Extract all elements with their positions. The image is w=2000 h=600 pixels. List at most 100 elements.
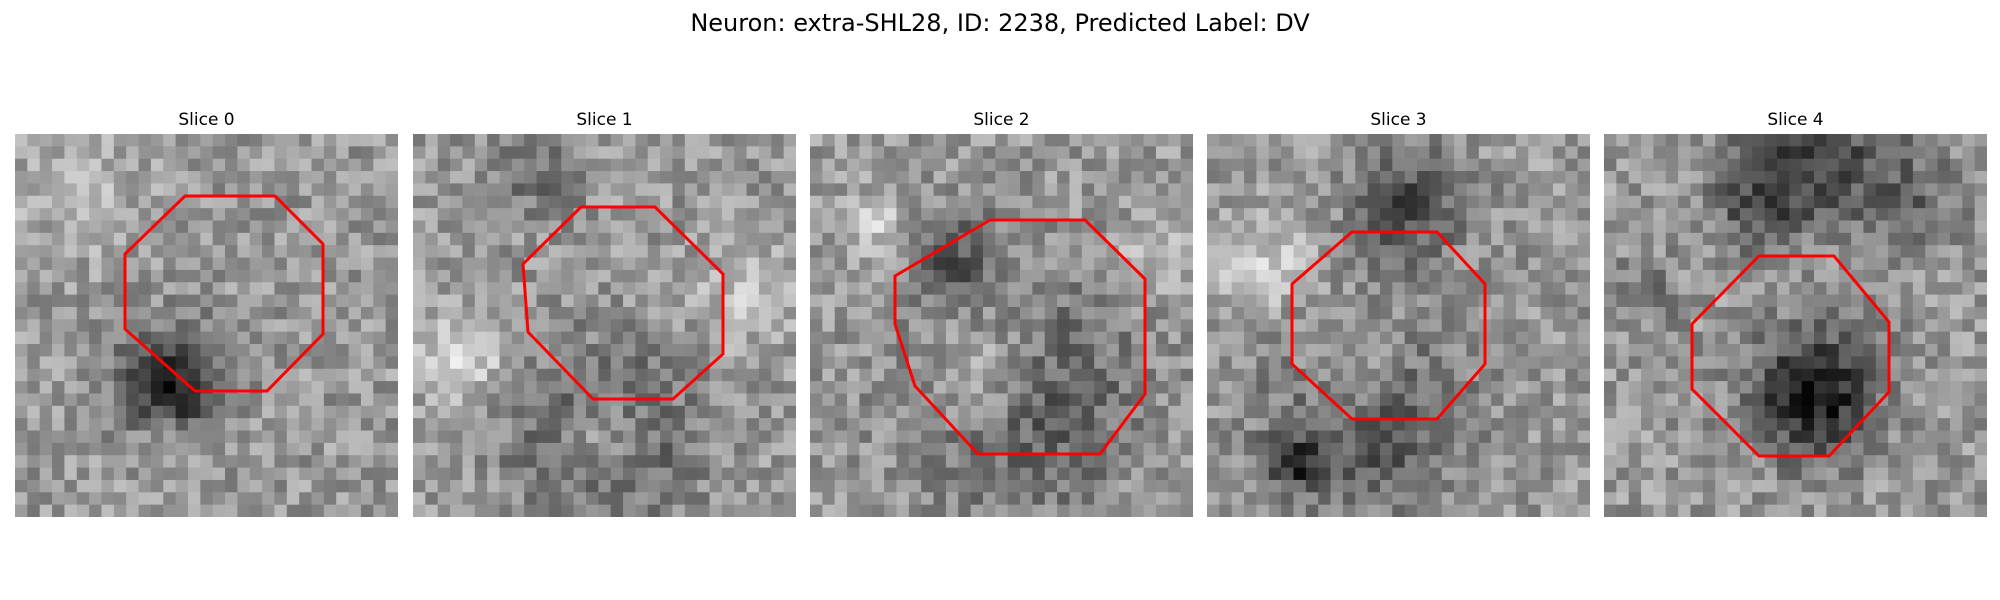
pixel-cell — [1540, 344, 1554, 357]
pixel-cell — [610, 467, 624, 481]
pixel-cell — [1641, 430, 1655, 444]
pixel-cell — [1702, 146, 1716, 160]
pixel-cell — [1342, 282, 1356, 296]
pixel-cell — [859, 418, 873, 432]
pixel-cell — [1900, 393, 1914, 407]
pixel-cell — [1106, 171, 1120, 185]
pixel-cell — [262, 232, 276, 246]
pixel-cell — [721, 418, 735, 432]
pixel-cell — [647, 245, 661, 259]
pixel-cell — [1540, 418, 1554, 432]
pixel-cell — [1355, 220, 1369, 234]
pixel-cell — [360, 442, 374, 456]
pixel-cell — [598, 479, 612, 493]
pixel-cell — [1330, 282, 1344, 296]
pixel-cell — [585, 232, 599, 246]
pixel-cell — [360, 220, 374, 234]
pixel-cell — [150, 282, 164, 296]
pixel-cell — [1020, 195, 1033, 209]
pixel-cell — [462, 245, 476, 259]
pixel-cell — [360, 430, 374, 444]
pixel-cell — [150, 331, 164, 345]
pixel-cell — [1665, 381, 1679, 395]
pixel-cell — [262, 368, 276, 382]
pixel-cell — [1690, 430, 1704, 444]
pixel-cell — [1131, 479, 1145, 493]
pixel-cell — [1665, 269, 1679, 283]
pixel-cell — [536, 146, 550, 160]
pixel-cell — [462, 492, 476, 506]
pixel-cell — [1392, 368, 1406, 382]
pixel-cell — [373, 393, 387, 407]
pixel-cell — [1739, 492, 1753, 506]
pixel-cell — [1528, 455, 1542, 469]
pixel-cell — [487, 183, 501, 197]
pixel-cell — [1491, 245, 1505, 259]
pixel-cell — [610, 405, 624, 419]
pixel-cell — [1628, 183, 1642, 197]
pixel-cell — [487, 146, 501, 160]
pixel-cell — [1032, 455, 1046, 469]
pixel-cell — [150, 492, 164, 506]
pixel-cell — [1641, 146, 1655, 160]
pixel-cell — [348, 368, 362, 382]
pixel-cell — [1565, 405, 1579, 419]
pixel-cell — [573, 294, 587, 308]
pixel-cell — [187, 418, 201, 432]
pixel-cell — [1219, 319, 1233, 333]
pixel-cell — [249, 195, 263, 209]
pixel-cell — [1330, 294, 1344, 308]
pixel-cell — [1417, 368, 1430, 382]
pixel-cell — [1231, 393, 1245, 407]
pixel-cell — [1604, 245, 1617, 259]
pixel-cell — [908, 245, 922, 259]
pixel-cell — [1441, 331, 1455, 345]
pixel-cell — [274, 405, 288, 419]
pixel-cell — [474, 306, 488, 320]
pixel-cell — [1244, 282, 1258, 296]
pixel-cell — [101, 245, 115, 259]
pixel-cell — [76, 257, 90, 271]
pixel-cell — [1653, 368, 1667, 382]
pixel-cell — [561, 146, 575, 160]
pixel-cell — [138, 269, 152, 283]
pixel-cell — [1044, 195, 1058, 209]
pixel-cell — [163, 306, 177, 320]
pixel-cell — [175, 257, 189, 271]
pixel-cell — [1715, 467, 1729, 481]
pixel-cell — [1653, 467, 1667, 481]
pixel-cell — [413, 319, 426, 333]
pixel-cell — [27, 134, 41, 147]
pixel-cell — [299, 195, 313, 209]
pixel-cell — [1155, 195, 1169, 209]
pixel-cell — [1888, 195, 1902, 209]
pixel-cell — [1962, 331, 1976, 345]
pixel-cell — [945, 368, 959, 382]
pixel-cell — [1081, 245, 1095, 259]
pixel-cell — [1305, 208, 1319, 222]
pixel-cell — [474, 245, 488, 259]
pixel-cell — [1379, 356, 1393, 370]
pixel-cell — [1118, 306, 1132, 320]
pixel-cell — [1577, 319, 1590, 333]
pixel-cell — [425, 294, 439, 308]
pixel-cell — [1007, 232, 1021, 246]
pixel-cell — [1342, 294, 1356, 308]
pixel-cell — [1057, 331, 1071, 345]
pixel-cell — [635, 492, 649, 506]
pixel-cell — [1491, 356, 1505, 370]
pixel-cell — [163, 467, 177, 481]
pixel-cell — [1007, 220, 1021, 234]
pixel-cell — [1318, 430, 1332, 444]
pixel-cell — [1106, 195, 1120, 209]
pixel-cell — [163, 381, 177, 395]
pixel-cell — [1491, 455, 1505, 469]
pixel-cell — [1974, 245, 1987, 259]
pixel-cell — [982, 294, 996, 308]
pixel-cell — [462, 158, 476, 172]
pixel-cell — [1032, 504, 1046, 517]
pixel-cell — [1207, 356, 1220, 370]
pixel-cell — [1231, 467, 1245, 481]
pixel-cell — [1032, 146, 1046, 160]
pixel-cell — [970, 195, 984, 209]
